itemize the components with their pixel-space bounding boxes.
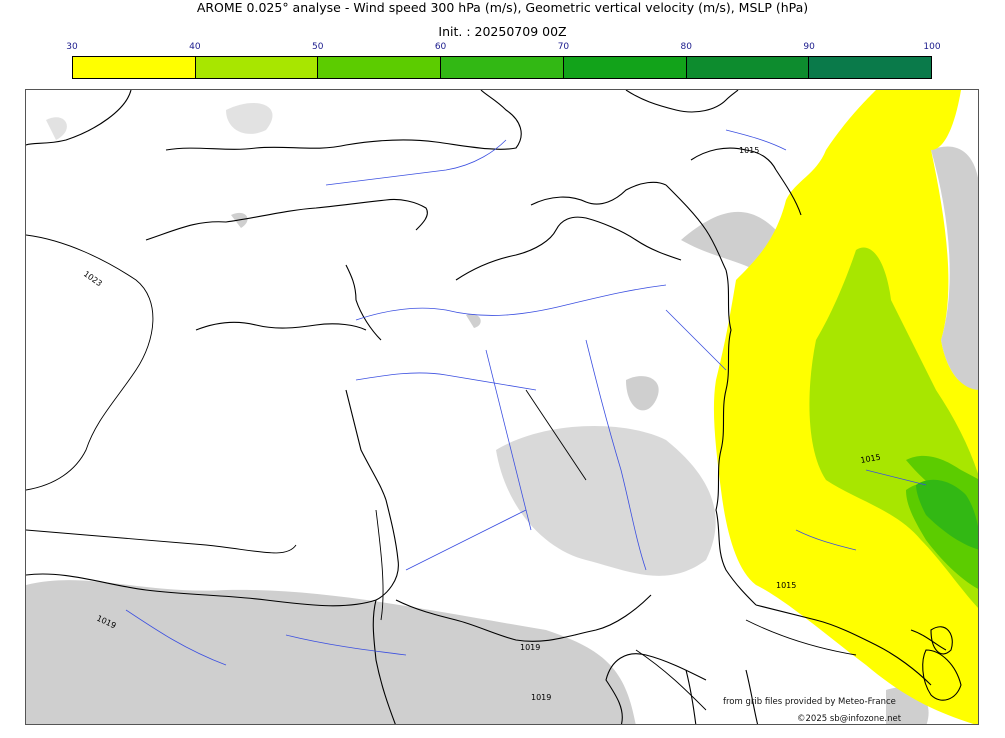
chart-title: AROME 0.025° analyse - Wind speed 300 hP…: [196, 0, 809, 15]
colorbar-segment: [563, 57, 687, 78]
colorbar-tick-label: 30: [66, 42, 78, 52]
weather-map: 1015 1023 1019 1019 1019 1015 1015: [25, 89, 979, 725]
colorbar-tick-label: 60: [434, 42, 447, 52]
isobar-label-1015-north: 1015: [739, 146, 759, 155]
colorbar-tick-label: 40: [189, 42, 201, 52]
colorbar-tick-label: 90: [803, 42, 815, 52]
colorbar-segment: [195, 57, 319, 78]
colorbar-tick-label: 80: [680, 42, 693, 52]
map-canvas: 1015 1023 1019 1019 1019 1015 1015: [26, 90, 978, 724]
colorbar-tick-label: 70: [557, 42, 570, 52]
copyright: ©2025 sb@infozone.net: [797, 714, 902, 724]
colorbar-segment: [686, 57, 810, 78]
wind-speed-shading: [713, 90, 978, 724]
colorbar-tick-label: 100: [923, 42, 941, 52]
colorbar-segment: [73, 57, 196, 78]
colorbar-segment: [809, 57, 932, 78]
init-time: Init. : 20250709 00Z: [438, 24, 567, 39]
coastlines: [26, 90, 962, 724]
isobar-label-1019-south: 1019: [520, 643, 540, 652]
colorbar: [72, 56, 932, 79]
colorbar-segment: [441, 57, 564, 78]
colorbar-segment: [318, 57, 442, 78]
isobar-label-1015-alps: 1015: [860, 453, 882, 465]
colorbar-tick-label: 50: [311, 42, 324, 52]
isobar-label-1015-south: 1015: [776, 581, 796, 590]
rivers: [125, 129, 927, 666]
isobars: [26, 234, 857, 711]
vertical-velocity-shading: [26, 102, 978, 724]
isobar-label-1023: 1023: [82, 269, 104, 288]
source-credit: from grib files provided by Meteo-France: [723, 697, 896, 707]
isobar-label-1019-coast: 1019: [531, 693, 551, 702]
